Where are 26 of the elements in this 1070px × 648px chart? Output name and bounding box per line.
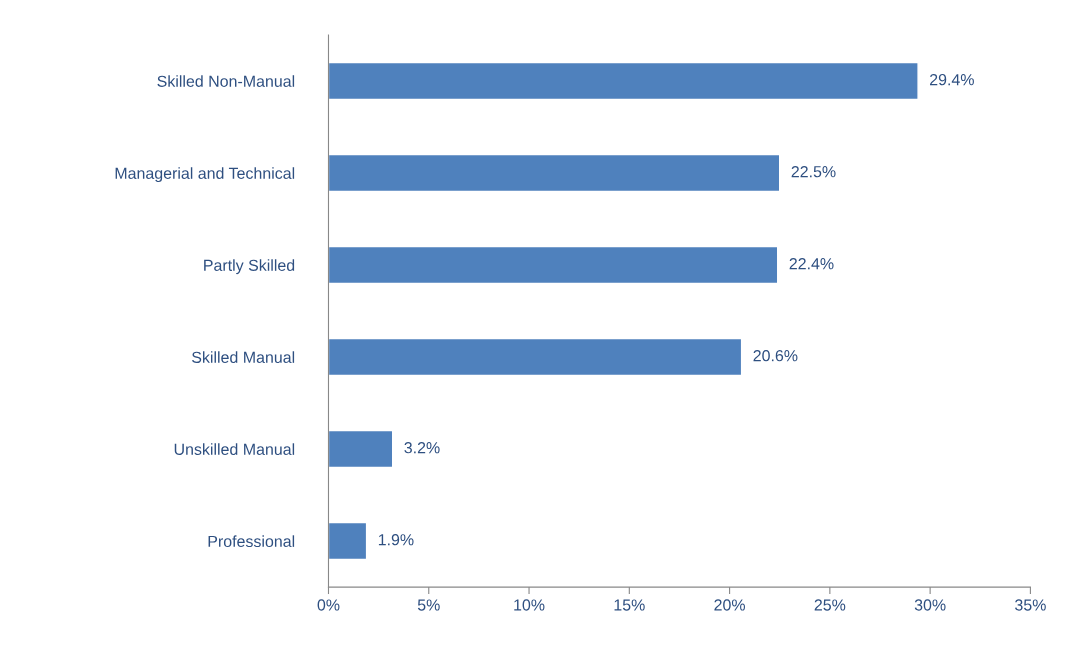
x-tick-label: 5% [417, 599, 440, 611]
x-tick-label: 15% [614, 599, 645, 611]
x-tick-label: 10% [514, 599, 545, 611]
x-tick-label: 0% [317, 599, 340, 611]
bar [328, 245, 779, 285]
x-tick-label: 30% [914, 599, 946, 611]
data-label: 22.5% [791, 165, 836, 178]
bar [328, 153, 781, 193]
y-tick-label: Skilled Manual [192, 351, 295, 363]
y-tick-label: Skilled Non-Manual [157, 75, 295, 87]
data-label: 22.4% [789, 258, 834, 270]
data-label: 3.2% [404, 442, 440, 454]
x-tick-label: 35% [1015, 599, 1046, 611]
data-label: 1.9% [378, 534, 414, 546]
bar [328, 521, 368, 561]
y-tick-label: Managerial and Technical [115, 167, 295, 183]
y-tick-label: Partly Skilled [204, 259, 295, 275]
data-label: 20.6% [753, 350, 798, 362]
data-label: 29.4% [930, 73, 974, 86]
y-tick-label: Unskilled Manual [174, 443, 295, 456]
y-tick-label: Professional [208, 535, 295, 548]
x-tick-label: 20% [714, 599, 745, 611]
bar [328, 429, 394, 469]
bar [328, 337, 743, 377]
bar [328, 61, 919, 101]
x-tick-label: 25% [814, 599, 846, 611]
